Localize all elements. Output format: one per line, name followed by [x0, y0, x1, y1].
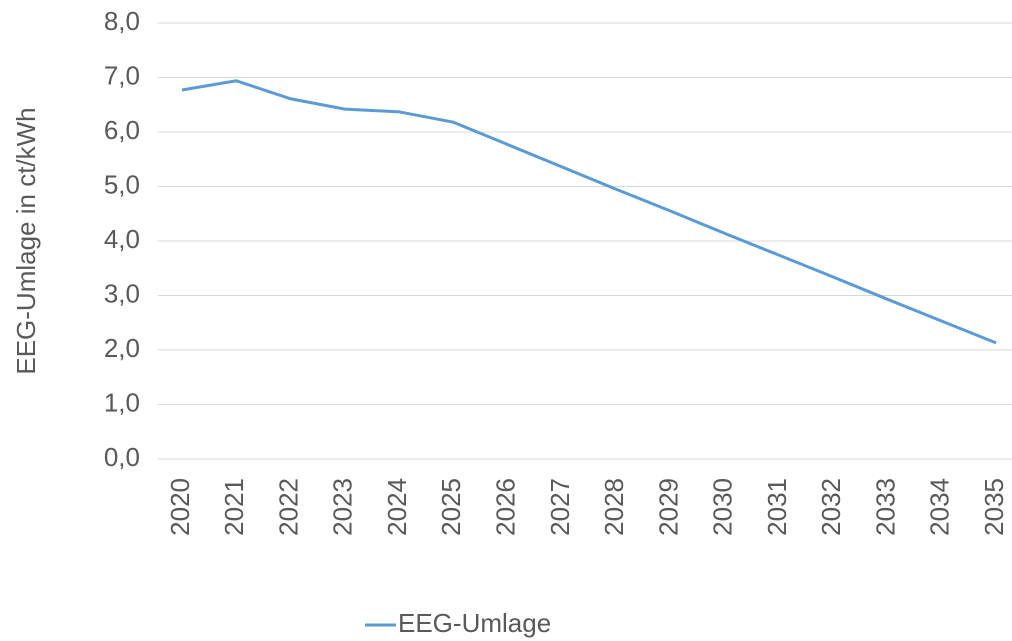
x-tick-label: 2027 — [545, 478, 575, 536]
legend-label: EEG-Umlage — [398, 608, 551, 638]
line — [181, 79, 997, 345]
y-tick-label: 0,0 — [104, 442, 140, 472]
x-tick-label: 2034 — [925, 478, 955, 536]
x-tick-label: 2023 — [328, 478, 358, 536]
x-tick-label: 2028 — [599, 478, 629, 536]
x-tick-label: 2032 — [816, 478, 846, 536]
y-tick-label: 2,0 — [104, 333, 140, 363]
x-tick-label: 2030 — [708, 478, 738, 536]
y-axis-label: EEG-Umlage in ct/kWh — [11, 107, 41, 374]
x-tick-label: 2025 — [436, 478, 466, 536]
y-tick-label: 6,0 — [104, 115, 140, 145]
y-tick-label: 5,0 — [104, 169, 140, 199]
x-tick-label: 2024 — [382, 478, 412, 536]
x-tick-label: 2031 — [762, 478, 792, 536]
x-tick-label: 2029 — [653, 478, 683, 536]
y-tick-label: 1,0 — [104, 387, 140, 417]
y-tick-label: 7,0 — [104, 60, 140, 90]
x-tick-label: 2033 — [870, 478, 900, 536]
x-tick-label: 2026 — [490, 478, 520, 536]
x-tick-label: 2035 — [979, 478, 1009, 536]
x-tick-label: 2022 — [273, 478, 303, 536]
x-tick-label: 2020 — [165, 478, 195, 536]
x-tick-label: 2021 — [219, 478, 249, 536]
y-tick-label: 4,0 — [104, 224, 140, 254]
y-tick-label: 8,0 — [104, 6, 140, 36]
y-tick-label: 3,0 — [104, 278, 140, 308]
